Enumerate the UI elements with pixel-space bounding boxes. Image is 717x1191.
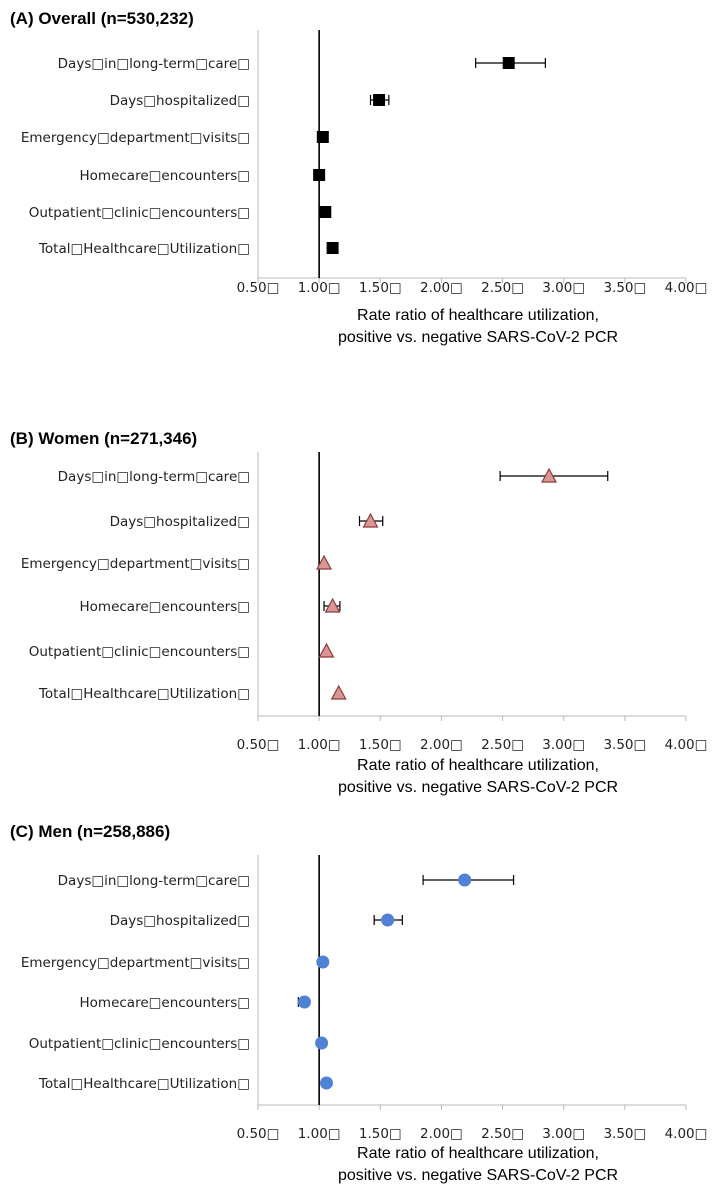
data-point-square [326, 242, 339, 254]
data-point-triangle [330, 684, 347, 700]
category-label: Emergency□department□visits□ [21, 556, 250, 572]
x-tick-label: 0.50□ [237, 1126, 280, 1142]
x-tick-label: 2.00□ [420, 737, 463, 753]
x-axis-label: positive vs. negative SARS-CoV-2 PCR [338, 779, 618, 796]
x-tick-label: 1.00□ [298, 280, 341, 296]
panel-overall: (A) Overall (n=530,232) 0.50□ 1.00□ 1.50□ 2.… [10, 9, 707, 346]
x-tick-label: 3.50□ [603, 1126, 646, 1142]
category-label: Outpatient□clinic□encounters□ [29, 644, 250, 660]
category-label: Emergency□department□visits□ [21, 955, 250, 971]
panel-title: (C) Men (n=258,886) [10, 822, 170, 841]
x-tick-label: 2.50□ [481, 280, 524, 296]
category-label: Homecare□encounters□ [80, 168, 250, 184]
data-point-circle [319, 1076, 333, 1090]
data-point-triangle [324, 597, 341, 613]
x-axis-label: Rate ratio of healthcare utilization, [357, 307, 599, 324]
panel-title: (A) Overall (n=530,232) [10, 9, 194, 28]
data-point-circle [297, 995, 311, 1009]
category-label: Total□Healthcare□Utilization□ [38, 686, 250, 702]
panel-women: (B) Women (n=271,346) 0.50□ 1.00□ 1.50□ 2.00… [10, 429, 707, 796]
panel-title: (B) Women (n=271,346) [10, 429, 197, 448]
x-tick-label: 0.50□ [237, 280, 280, 296]
category-label: Emergency□department□visits□ [21, 130, 250, 146]
x-axis-label: Rate ratio of healthcare utilization, [357, 1145, 599, 1162]
data-point-circle [315, 1036, 329, 1050]
x-tick-label: 2.00□ [420, 280, 463, 296]
x-tick-label: 1.50□ [359, 1126, 402, 1142]
category-label: Days□hospitalized□ [110, 93, 250, 109]
x-tick-label: 3.00□ [542, 1126, 585, 1142]
x-tick-label: 4.00□ [665, 280, 708, 296]
category-label: Homecare□encounters□ [80, 995, 250, 1011]
data-point-triangle [316, 554, 333, 570]
x-tick-label: 2.50□ [481, 1126, 524, 1142]
data-point-square [502, 57, 515, 69]
x-tick-label: 2.50□ [481, 737, 524, 753]
category-label: Total□Healthcare□Utilization□ [38, 1076, 250, 1092]
data-point-square [373, 94, 386, 106]
data-point-square [313, 169, 326, 181]
x-tick-label: 3.00□ [542, 737, 585, 753]
x-tick-label: 4.00□ [665, 737, 708, 753]
x-tick-label: 4.00□ [665, 1126, 708, 1142]
category-label: Days□hospitalized□ [110, 514, 250, 530]
x-tick-label: 2.00□ [420, 1126, 463, 1142]
category-label: Outpatient□clinic□encounters□ [29, 205, 250, 221]
x-tick-label: 1.00□ [298, 737, 341, 753]
data-point-triangle [541, 467, 558, 483]
data-point-circle [381, 913, 395, 927]
x-tick-label: 1.50□ [359, 280, 402, 296]
panel-men: (C) Men (n=258,886) 0.50□ 1.00□ 1.50□ 2.00□ 2… [10, 822, 707, 1184]
x-tick-label: 1.50□ [359, 737, 402, 753]
x-tick-label: 1.00□ [298, 1126, 341, 1142]
x-tick-label: 3.00□ [542, 280, 585, 296]
x-tick-label: 3.50□ [603, 737, 646, 753]
category-label: Days□in□long-term□care□ [58, 873, 250, 889]
category-label: Days□in□long-term□care□ [58, 469, 250, 485]
x-axis-label: Rate ratio of healthcare utilization, [357, 757, 599, 774]
data-point-triangle [318, 642, 335, 658]
data-point-square [316, 131, 329, 143]
data-point-triangle [362, 512, 379, 528]
x-axis-label: positive vs. negative SARS-CoV-2 PCR [338, 1167, 618, 1184]
x-axis-label: positive vs. negative SARS-CoV-2 PCR [338, 329, 618, 346]
category-label: Outpatient□clinic□encounters□ [29, 1036, 250, 1052]
category-label: Days□in□long-term□care□ [58, 56, 250, 72]
category-label: Days□hospitalized□ [110, 913, 250, 929]
category-label: Total□Healthcare□Utilization□ [38, 241, 250, 257]
x-tick-label: 3.50□ [603, 280, 646, 296]
data-point-circle [316, 955, 330, 969]
data-point-square [319, 206, 332, 218]
data-point-circle [458, 873, 472, 887]
category-label: Homecare□encounters□ [80, 599, 250, 615]
x-tick-label: 0.50□ [237, 737, 280, 753]
